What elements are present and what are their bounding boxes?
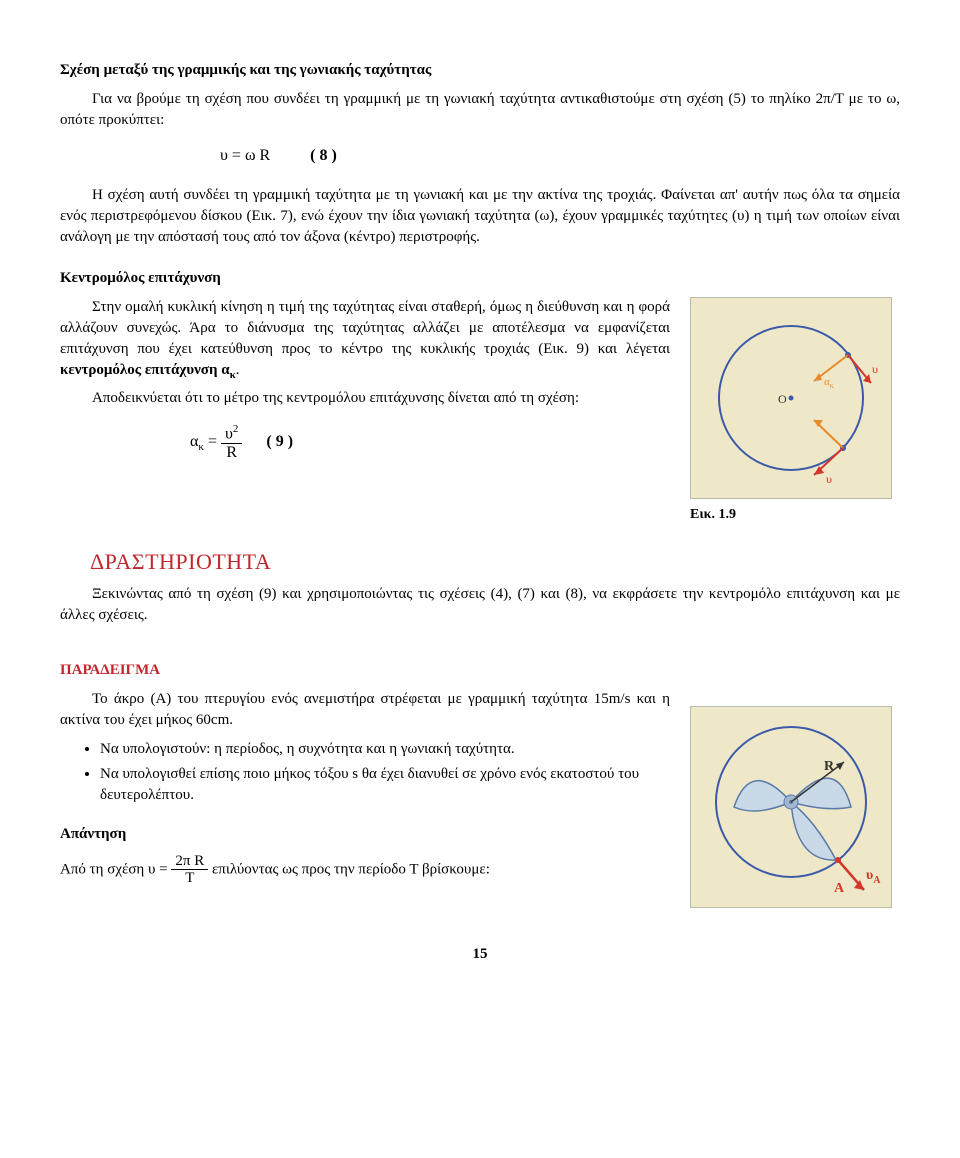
superscript: 2	[233, 423, 239, 435]
figure-fan: R υΑ A	[690, 706, 892, 908]
equation-label: ( 9 )	[266, 431, 293, 453]
svg-text:υΑ: υΑ	[866, 868, 881, 886]
text: .	[236, 362, 240, 378]
svg-text:υ: υ	[826, 472, 832, 486]
text: Στην ομαλή κυκλική κίνηση η τιμή της ταχ…	[60, 299, 670, 357]
term-bold: κεντρομόλος επιτάχυνση α	[60, 362, 230, 378]
paragraph: Για να βρούμε τη σχέση που συνδέει τη γρ…	[60, 89, 900, 131]
equation-8: υ = ω R ( 8 )	[60, 145, 900, 167]
equation-body: υ = ω R	[220, 145, 270, 167]
figure-centripetal: Ο ακ υ υ	[690, 297, 892, 499]
list-item: Να υπολογιστούν: η περίοδος, η συχνότητα…	[100, 739, 670, 760]
answer-title: Απάντηση	[60, 824, 670, 845]
svg-text:ακ: ακ	[824, 376, 834, 390]
denominator: R	[222, 444, 241, 462]
activity-paragraph: Ξεκινώντας από τη σχέση (9) και χρησιμοπ…	[60, 584, 900, 626]
figure-caption: Εικ. 1.9	[690, 505, 900, 525]
equation-label: ( 8 )	[310, 145, 337, 167]
denominator: T	[181, 870, 198, 887]
numerator: 2π R	[171, 853, 208, 871]
page-number: 15	[60, 944, 900, 965]
center-label: Ο	[778, 392, 787, 406]
list-item: Να υπολογισθεί επίσης ποιο μήκος τόξου s…	[100, 764, 670, 806]
subscript: κ	[198, 441, 204, 453]
equation-9: ακ = υ2 R ( 9 )	[60, 423, 670, 462]
paragraph: Στην ομαλή κυκλική κίνηση η τιμή της ταχ…	[60, 297, 670, 383]
section-title: Σχέση μεταξύ της γραμμικής και της γωνια…	[60, 60, 900, 81]
example-title: ΠΑΡΑΔΕΙΓΜΑ	[60, 660, 670, 681]
paragraph: Αποδεικνύεται ότι το μέτρο της κεντρομόλ…	[60, 388, 670, 409]
text: Από τη σχέση υ =	[60, 861, 171, 877]
equation-body: ακ = υ2 R	[190, 423, 242, 462]
activity-title: ΔΡΑΣΤΗΡΙΟΤΗΤΑ	[90, 547, 900, 578]
paragraph: Η σχέση αυτή συνδέει τη γραμμική ταχύτητ…	[60, 185, 900, 248]
example-list: Να υπολογιστούν: η περίοδος, η συχνότητα…	[60, 739, 670, 806]
answer-paragraph: Από τη σχέση υ = 2π R T επιλύοντας ως πρ…	[60, 853, 670, 887]
example-paragraph: Το άκρο (Α) του πτερυγίου ενός ανεμιστήρ…	[60, 689, 670, 731]
section-title: Κεντρομόλος επιτάχυνση	[60, 268, 900, 289]
numerator: υ	[225, 425, 233, 442]
radius-label: R	[824, 759, 835, 774]
point-a-label: A	[834, 881, 845, 896]
svg-text:υ: υ	[872, 362, 878, 376]
text: επιλύοντας ως προς την περίοδο Τ βρίσκου…	[212, 861, 490, 877]
